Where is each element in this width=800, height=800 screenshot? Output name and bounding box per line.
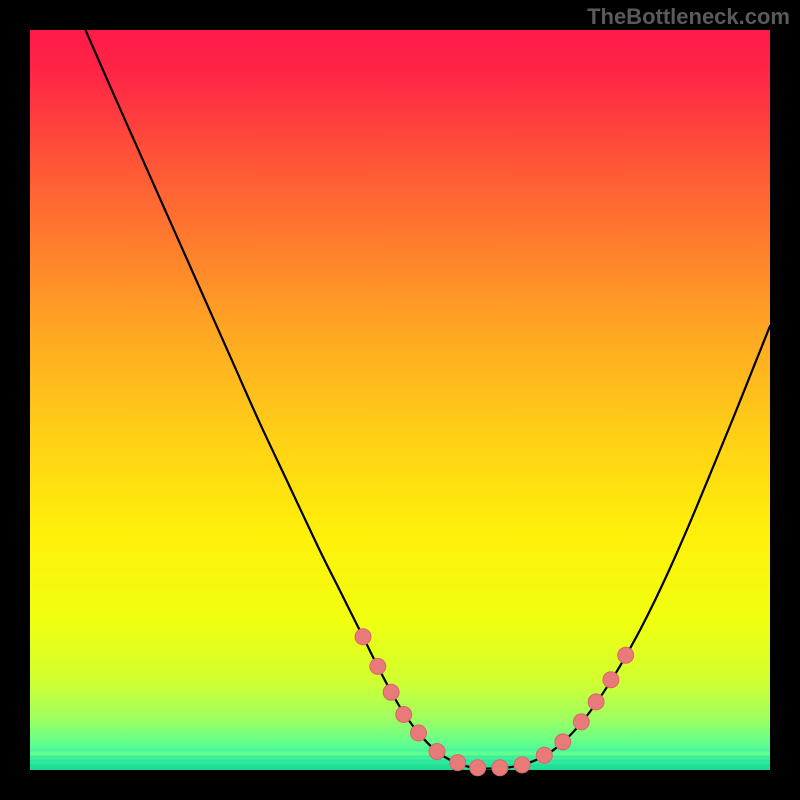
curve-marker <box>514 757 530 773</box>
curve-marker <box>383 684 399 700</box>
curve-marker <box>573 714 589 730</box>
bottom-accent-stripe <box>30 757 770 760</box>
curve-marker <box>555 734 571 750</box>
curve-marker <box>588 694 604 710</box>
bottom-accent-stripe <box>30 766 770 769</box>
bottleneck-curve-chart <box>0 0 800 800</box>
curve-marker <box>396 707 412 723</box>
curve-marker <box>355 629 371 645</box>
curve-marker <box>470 760 486 776</box>
plot-gradient-area <box>30 30 770 770</box>
curve-marker <box>411 725 427 741</box>
bottom-accent-stripe <box>30 761 770 764</box>
curve-marker <box>429 744 445 760</box>
bottom-accent-stripe <box>30 752 770 756</box>
curve-marker <box>450 755 466 771</box>
curve-marker <box>618 647 634 663</box>
chart-container: TheBottleneck.com <box>0 0 800 800</box>
watermark-text: TheBottleneck.com <box>587 4 790 30</box>
curve-marker <box>603 672 619 688</box>
curve-marker <box>492 760 508 776</box>
curve-marker <box>370 658 386 674</box>
curve-marker <box>536 747 552 763</box>
